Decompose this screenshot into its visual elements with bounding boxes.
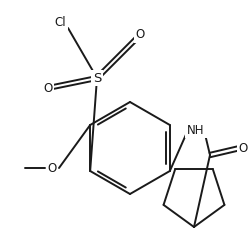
Text: O: O [238,142,248,155]
Text: Cl: Cl [54,15,66,29]
Text: S: S [93,71,101,85]
Text: O: O [43,82,53,94]
Text: O: O [135,29,145,41]
Text: NH: NH [187,124,205,136]
Text: O: O [47,161,57,175]
